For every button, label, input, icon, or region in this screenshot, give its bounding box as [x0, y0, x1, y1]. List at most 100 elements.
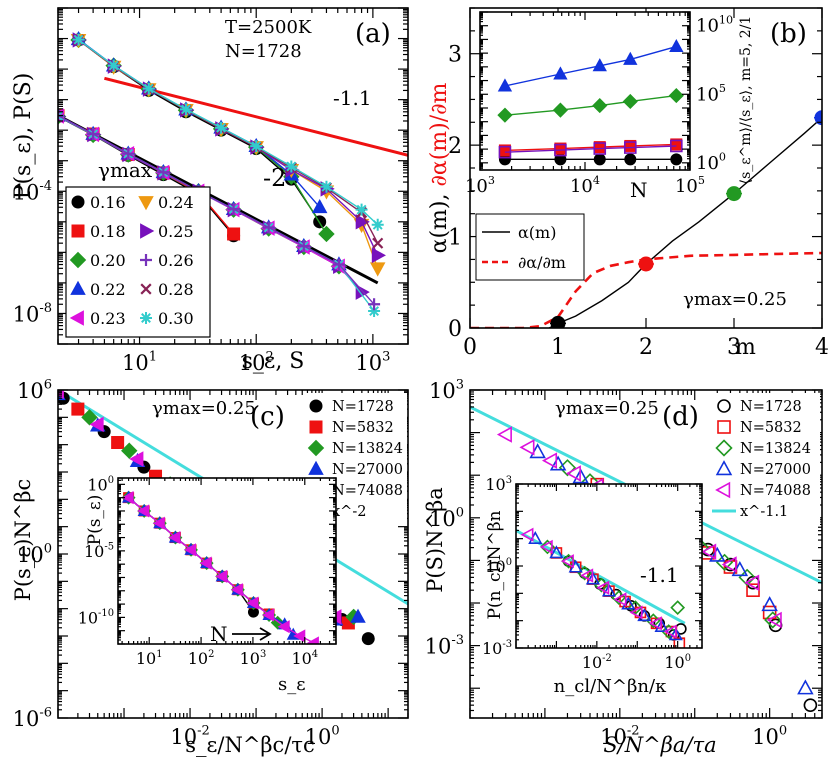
legend-marker	[309, 420, 323, 434]
data-point	[107, 59, 120, 72]
inset-y-tick-label-exp: 0	[719, 151, 726, 164]
data-point	[668, 88, 684, 104]
data-point	[673, 637, 686, 648]
x-tick-label: 3	[727, 335, 741, 360]
inset-x-tick-label-exp: 3	[488, 174, 495, 187]
data-point	[622, 93, 638, 110]
data-point	[277, 620, 290, 634]
x-tick-label-exp: -2	[627, 724, 640, 739]
inset-y-tick-label-exp: 5	[719, 82, 726, 95]
data-point	[183, 543, 197, 557]
data-point	[179, 103, 192, 116]
y-tick-label-exp: -4	[39, 179, 52, 194]
legend-label: 0.30	[158, 309, 194, 328]
y-tick-label-exp: 6	[44, 378, 52, 393]
data-point	[285, 160, 298, 173]
inset-y-axis-label: P(n_cl)N^βn	[485, 510, 505, 619]
data-point	[230, 583, 243, 597]
inset-x-axis-label: N	[630, 178, 648, 202]
inset-x-tick-label-exp: 4	[312, 649, 318, 660]
inset-data	[497, 38, 684, 166]
legend-marker	[140, 254, 152, 266]
data-point	[361, 632, 375, 646]
data-point	[318, 225, 335, 243]
data-point	[215, 121, 228, 134]
panel-a-frame	[57, 7, 409, 345]
data-point	[262, 221, 275, 234]
data-point	[496, 426, 512, 443]
y-tick-label: 106	[17, 378, 52, 403]
data-point	[715, 553, 734, 571]
data-point	[215, 569, 228, 584]
y-axis-label-alpha: α(m),	[427, 187, 452, 254]
y-tick-label: 1	[448, 226, 462, 251]
inset-x-tick-label: 101	[136, 649, 163, 668]
panel-label: (c)	[250, 402, 285, 432]
panel-d: 10-2 100 103 100 10-3 (d)γmax=0.25 S/N^βa/τa P(…	[423, 378, 823, 757]
legend-label: 0.16	[90, 193, 126, 212]
panel-label: (d)	[662, 402, 699, 432]
data-point	[669, 38, 684, 53]
inset-x-tick-label: 103	[465, 174, 495, 197]
legend-label: N=74088	[332, 483, 403, 499]
y-axis-label: α(m), ∂α(m)/∂m	[427, 82, 452, 253]
data-point	[519, 439, 535, 456]
data-point	[601, 583, 617, 597]
fit-label: -1.1	[333, 86, 372, 110]
legend-marker	[69, 310, 84, 326]
x-axis-label: s_ε, S	[242, 349, 305, 374]
data-point	[797, 679, 814, 695]
y-axis-label: P(S)N^βa	[423, 487, 447, 593]
panel-label: (b)	[770, 19, 807, 49]
legend-marker	[715, 439, 733, 457]
legend-marker	[308, 460, 324, 475]
data-point	[157, 166, 170, 179]
legend-label: x^-2	[332, 504, 366, 520]
series-line	[78, 39, 379, 226]
series-line	[58, 114, 375, 305]
legend-label: N=27000	[740, 462, 811, 478]
x-tick-label-exp: 2	[265, 350, 273, 365]
data-point	[592, 58, 607, 72]
data-point	[549, 455, 567, 471]
inset-x-tick-label-exp: 3	[260, 649, 266, 660]
inset-data	[121, 490, 319, 644]
inset-x-axis-label: n_cl/N^βn/κ	[554, 676, 667, 697]
x-tick-label-exp: -2	[197, 724, 210, 739]
inset-bg	[516, 484, 702, 648]
x-axis-label: m	[735, 335, 756, 360]
inset-y-tick-label: 10-10	[78, 608, 114, 627]
y-tick-label-exp: 0	[44, 542, 52, 557]
legend-marker	[140, 312, 152, 324]
inset-x-tick-label-exp: -2	[602, 653, 612, 664]
data-point	[142, 82, 155, 95]
data-point	[554, 143, 567, 157]
data-point	[369, 262, 386, 277]
panel-b-data	[470, 110, 822, 328]
data-point	[293, 629, 306, 643]
legend-marker	[717, 399, 731, 413]
legend-label: N=5832	[332, 420, 394, 436]
inset-y-tick-label-exp: 0	[108, 475, 114, 486]
legend-marker	[71, 195, 85, 209]
inset-x-tick-label: 105	[675, 174, 705, 197]
data-point	[572, 468, 589, 484]
x-tick-label: 103	[355, 350, 390, 375]
data-point	[332, 258, 345, 271]
data-point	[764, 611, 782, 629]
data-point	[371, 218, 384, 231]
legend-box	[65, 186, 211, 338]
data-point	[593, 153, 606, 166]
arrow-label: N	[210, 622, 228, 646]
x-tick-label: 10-2	[170, 724, 209, 749]
data-point	[350, 608, 366, 623]
x-tick-label-exp: 3	[382, 350, 390, 365]
data-point	[668, 627, 683, 641]
data-point	[121, 442, 138, 459]
inset-frame	[117, 477, 337, 645]
data-point	[168, 530, 181, 545]
data-point	[549, 545, 564, 559]
y-tick-label: 0	[448, 317, 462, 342]
legend-marker	[140, 283, 152, 295]
x-tick-label-exp: 1	[149, 350, 157, 365]
